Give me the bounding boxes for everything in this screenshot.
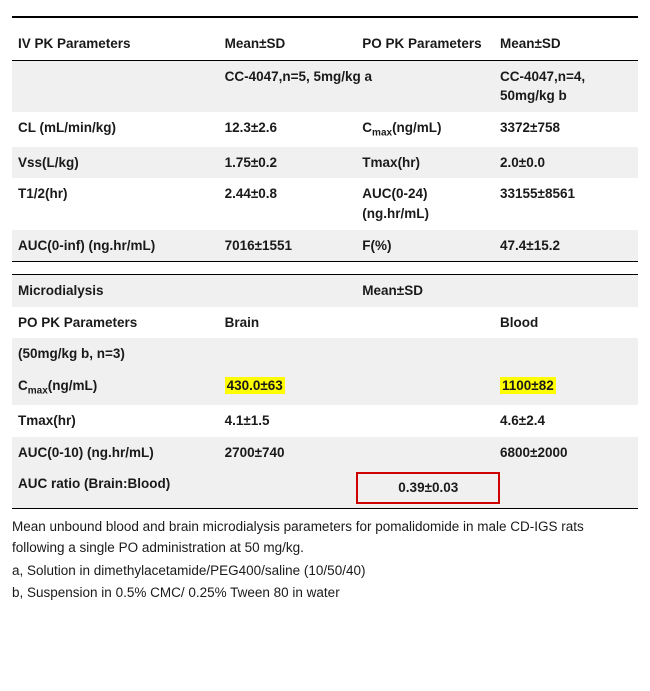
param-value: 47.4±15.2: [494, 230, 638, 262]
caption-line: Mean unbound blood and brain microdialys…: [12, 517, 638, 559]
table-row: Vss(L/kg) 1.75±0.2 Tmax(hr) 2.0±0.0: [12, 147, 638, 179]
iv-po-pk-table: IV PK Parameters Mean±SD PO PK Parameter…: [12, 28, 638, 262]
param-value-highlight: 1100±82: [494, 370, 638, 405]
param-label: Cmax(ng/mL): [12, 370, 219, 405]
param-value: 7016±1551: [219, 230, 357, 262]
meansd-label: Mean±SD: [356, 275, 494, 307]
param-value: 4.6±2.4: [494, 405, 638, 437]
po-dose-note: CC-4047,n=4, 50mg/kg b: [494, 60, 638, 112]
param-value: 1.75±0.2: [219, 147, 357, 179]
param-value: 33155±8561: [494, 178, 638, 229]
auc-ratio-value: 0.39±0.03: [356, 472, 500, 504]
caption-line: a, Solution in dimethylacetamide/PEG400/…: [12, 561, 638, 582]
param-label: CL (mL/min/kg): [12, 112, 219, 147]
param-label: F(%): [356, 230, 494, 262]
auc-ratio-row: AUC ratio (Brain:Blood) 0.39±0.03: [12, 468, 638, 508]
param-value: 6800±2000: [494, 437, 638, 469]
table-row: AUC(0-10) (ng.hr/mL) 2700±740 6800±2000: [12, 437, 638, 469]
microdialysis-table: Microdialysis Mean±SD PO PK Parameters B…: [12, 274, 638, 509]
param-value-highlight: 430.0±63: [219, 370, 357, 405]
iv-dose-note: CC-4047,n=5, 5mg/kg a: [219, 60, 494, 112]
blood-col: Blood: [494, 307, 638, 339]
param-label: AUC(0-10) (ng.hr/mL): [12, 437, 219, 469]
top-rule: [12, 16, 638, 18]
param-value: 4.1±1.5: [219, 405, 357, 437]
table-row: AUC(0-inf) (ng.hr/mL) 7016±1551 F(%) 47.…: [12, 230, 638, 262]
col-po-meansd: Mean±SD: [494, 28, 638, 60]
caption-line: b, Suspension in 0.5% CMC/ 0.25% Tween 8…: [12, 583, 638, 604]
po-pk-label: PO PK Parameters: [12, 307, 219, 339]
param-value: 2700±740: [219, 437, 357, 469]
param-value: 2.0±0.0: [494, 147, 638, 179]
table-row: CL (mL/min/kg) 12.3±2.6 Cmax(ng/mL) 3372…: [12, 112, 638, 147]
col-po-params: PO PK Parameters: [356, 28, 494, 60]
param-label: Cmax(ng/mL): [356, 112, 494, 147]
table-row: Tmax(hr) 4.1±1.5 4.6±2.4: [12, 405, 638, 437]
brain-col: Brain: [219, 307, 357, 339]
microdialysis-label: Microdialysis: [12, 275, 219, 307]
param-label: Tmax(hr): [12, 405, 219, 437]
param-value: 3372±758: [494, 112, 638, 147]
table-header-row: PO PK Parameters Brain Blood: [12, 307, 638, 339]
table-header-row: Microdialysis Mean±SD: [12, 275, 638, 307]
table-subhead-row: CC-4047,n=5, 5mg/kg a CC-4047,n=4, 50mg/…: [12, 60, 638, 112]
param-label: T1/2(hr): [12, 178, 219, 229]
col-iv-meansd: Mean±SD: [219, 28, 357, 60]
param-label: AUC(0-inf) (ng.hr/mL): [12, 230, 219, 262]
param-label: AUC ratio (Brain:Blood): [12, 468, 219, 508]
caption-block: Mean unbound blood and brain microdialys…: [12, 517, 638, 605]
param-value: 2.44±0.8: [219, 178, 357, 229]
table-row: T1/2(hr) 2.44±0.8 AUC(0-24) (ng.hr/mL) 3…: [12, 178, 638, 229]
table-row: Cmax(ng/mL) 430.0±63 1100±82: [12, 370, 638, 405]
param-label: AUC(0-24) (ng.hr/mL): [356, 178, 494, 229]
param-label: Vss(L/kg): [12, 147, 219, 179]
table-header-row: IV PK Parameters Mean±SD PO PK Parameter…: [12, 28, 638, 60]
table-header-row: (50mg/kg b, n=3): [12, 338, 638, 370]
col-iv-params: IV PK Parameters: [12, 28, 219, 60]
param-label: Tmax(hr): [356, 147, 494, 179]
dose-n-label: (50mg/kg b, n=3): [12, 338, 219, 370]
param-value: 12.3±2.6: [219, 112, 357, 147]
